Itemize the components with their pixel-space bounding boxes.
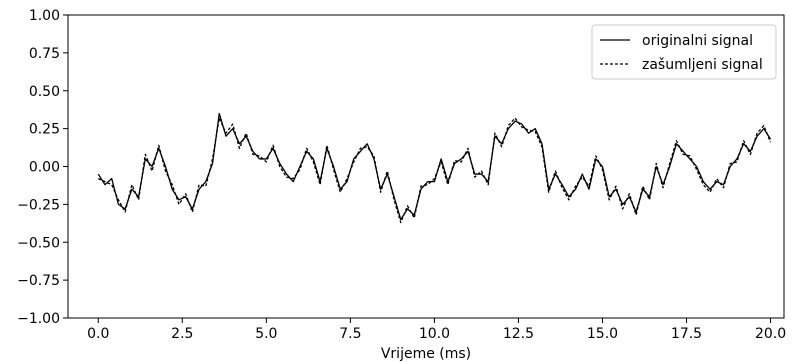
y-tick-label: −1.00 — [17, 311, 60, 327]
y-tick-label: 1.00 — [29, 8, 60, 24]
y-tick-label: −0.50 — [17, 235, 60, 251]
legend: originalni signal zašumljeni signal — [591, 24, 777, 80]
y-tick-label: 0.25 — [29, 122, 60, 138]
y-axis: 1.00 0.75 0.50 0.25 0.00 −0.25 −0.50 −0.75 −1.00 — [17, 8, 68, 327]
x-tick-label: 0.0 — [87, 326, 109, 342]
x-tick-label: 5.0 — [255, 326, 277, 342]
x-tick-label: 17.5 — [671, 326, 702, 342]
legend-label-original: originalni signal — [642, 33, 753, 49]
y-tick-label: −0.25 — [17, 197, 60, 213]
x-tick-label: 15.0 — [587, 326, 618, 342]
x-axis: 0.0 2.5 5.0 7.5 10.0 12.5 15.0 17.5 20.0 — [87, 318, 786, 342]
y-tick-label: 0.00 — [29, 160, 60, 176]
legend-box — [591, 24, 777, 80]
series-line-original — [97, 112, 772, 221]
series-layer — [97, 112, 772, 224]
x-tick-label: 10.0 — [419, 326, 450, 342]
y-tick-label: −0.75 — [17, 273, 60, 289]
y-tick-label: 0.75 — [29, 46, 60, 62]
legend-label-noisy: zašumljeni signal — [642, 57, 763, 73]
x-tick-label: 2.5 — [171, 326, 193, 342]
x-axis-label: Vrijeme (ms) — [381, 346, 471, 362]
x-tick-label: 20.0 — [755, 326, 786, 342]
y-tick-label: 0.50 — [29, 84, 60, 100]
x-tick-label: 12.5 — [503, 326, 534, 342]
series-line-noisy — [97, 117, 772, 224]
x-tick-label: 7.5 — [339, 326, 361, 342]
